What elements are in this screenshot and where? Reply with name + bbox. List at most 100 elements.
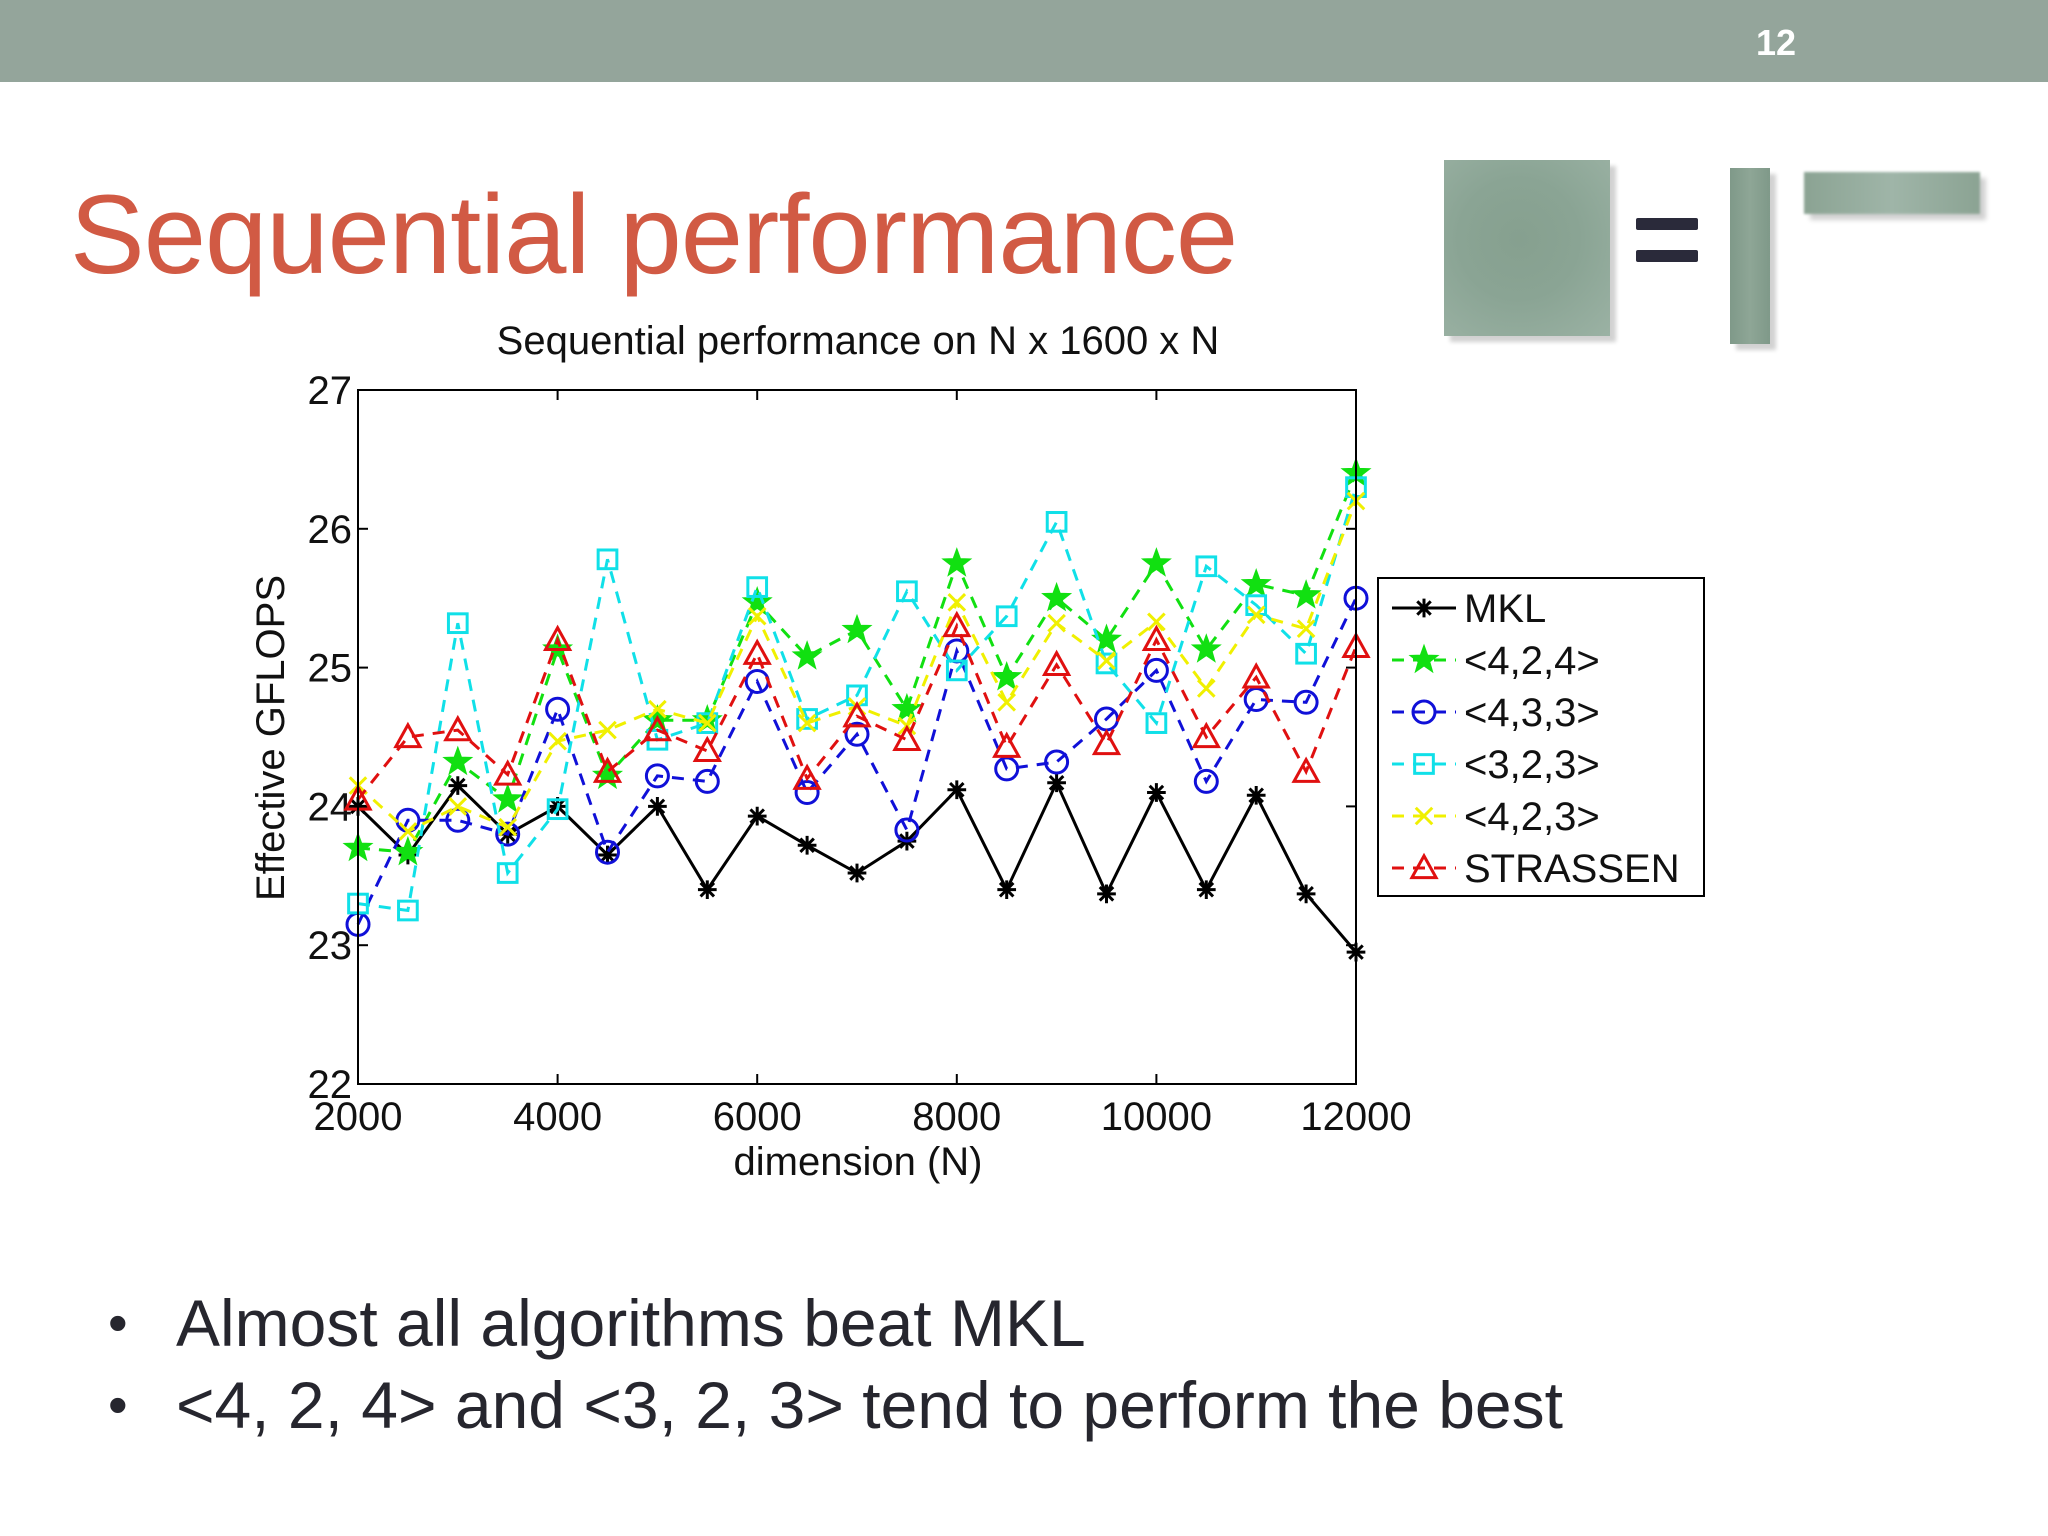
data-point <box>1145 712 1168 734</box>
series-1 <box>342 456 1372 866</box>
legend-marker <box>1413 753 1435 775</box>
legend-label: <3,2,3> <box>1464 743 1600 787</box>
legend-label: <4,2,4> <box>1464 639 1600 683</box>
data-point <box>747 806 767 826</box>
data-point <box>842 700 872 728</box>
data-point <box>1293 689 1319 715</box>
data-point <box>841 613 873 644</box>
data-point <box>747 606 767 626</box>
data-point <box>592 756 623 783</box>
legend-marker <box>1409 852 1439 880</box>
x-tick-label: 6000 <box>713 1095 802 1139</box>
y-tick-label: 24 <box>308 785 353 829</box>
legend-entry: STRASSEN <box>1392 847 1680 891</box>
data-point <box>697 713 717 733</box>
data-point <box>1047 613 1066 633</box>
data-point <box>492 783 524 813</box>
data-point <box>1047 773 1066 793</box>
data-point <box>991 661 1023 691</box>
data-point <box>595 839 620 865</box>
data-point <box>945 659 968 682</box>
data-point <box>1141 624 1172 652</box>
data-point <box>1196 679 1216 698</box>
x-tick-label: 10000 <box>1101 1095 1212 1139</box>
data-point <box>941 547 973 577</box>
data-point <box>1041 649 1072 677</box>
y-axis-label: Effective GFLOPS <box>249 575 293 901</box>
series-line <box>356 622 1358 801</box>
data-point <box>696 712 719 734</box>
data-point <box>648 797 667 816</box>
data-point <box>1241 662 1271 689</box>
data-point <box>648 699 667 719</box>
data-point <box>947 593 967 612</box>
data-point <box>1240 568 1272 598</box>
data-point <box>1290 579 1322 609</box>
series-0 <box>348 773 1366 962</box>
data-point <box>694 768 720 794</box>
data-point <box>1291 756 1321 783</box>
matrix-square-graphic <box>1444 160 1610 336</box>
performance-chart: Sequential performance on N x 1600 x N d… <box>249 319 1705 1184</box>
data-point <box>1044 749 1070 775</box>
matrix-tall-graphic <box>1730 168 1770 344</box>
data-point <box>448 776 468 795</box>
data-point <box>797 713 817 733</box>
equals-sign-bottom-bar <box>1636 250 1698 262</box>
data-point <box>1191 721 1221 749</box>
legend-marker <box>1411 699 1437 725</box>
chart-title: Sequential performance on N x 1600 x N <box>497 319 1220 363</box>
data-point <box>1143 657 1169 683</box>
y-tick-label: 25 <box>308 647 353 691</box>
legend-box <box>1377 577 1705 897</box>
data-point <box>997 692 1017 712</box>
data-point <box>1196 880 1216 900</box>
slide-number: 12 <box>1755 22 1796 63</box>
legend-entry: <4,3,3> <box>1392 691 1600 735</box>
data-point <box>398 822 418 841</box>
series-line <box>357 486 1358 913</box>
x-axis-label: dimension (N) <box>734 1140 983 1184</box>
legend-label: <4,3,3> <box>1464 691 1600 735</box>
series-line <box>356 597 1358 926</box>
matrix-multiplication-graphic <box>1430 150 2030 370</box>
legend-label: MKL <box>1464 587 1546 631</box>
data-point <box>598 845 617 865</box>
data-point <box>942 610 972 638</box>
bullet-list: Almost all algorithms beat MKL <4, 2, 4>… <box>100 1282 1563 1446</box>
legend-marker <box>1414 598 1434 618</box>
series-5 <box>343 610 1371 811</box>
data-point <box>1193 768 1219 794</box>
y-tick-label: 27 <box>308 369 353 413</box>
data-point <box>1091 728 1122 756</box>
data-point <box>992 731 1022 758</box>
data-point <box>892 724 922 751</box>
data-point <box>397 899 419 922</box>
legend-entry: <3,2,3> <box>1392 743 1600 787</box>
data-point <box>1296 619 1316 639</box>
data-point <box>642 714 673 742</box>
data-point <box>896 580 918 603</box>
data-point <box>1295 642 1317 665</box>
data-point <box>994 756 1020 782</box>
data-point <box>791 640 823 670</box>
data-point <box>443 714 473 742</box>
data-point <box>947 780 967 800</box>
y-tick-label: 26 <box>308 508 353 552</box>
legend-marker <box>1408 643 1440 674</box>
x-tick-label: 2000 <box>314 1095 403 1139</box>
data-point <box>847 863 867 883</box>
data-point <box>1140 547 1172 577</box>
axis-ticks: 2000 4000 6000 8000 10000 12000 22 23 24 25 26 27 <box>308 369 1412 1139</box>
x-tick-label: 12000 <box>1300 1095 1411 1139</box>
slide-title: Sequential performance <box>70 172 1238 297</box>
bullet-item: Almost all algorithms beat MKL <box>100 1282 1563 1364</box>
data-point <box>844 721 870 747</box>
legend-label: STRASSEN <box>1464 847 1680 891</box>
data-point <box>1246 785 1266 805</box>
data-point <box>1041 581 1073 612</box>
data-point <box>1190 633 1222 663</box>
data-point <box>794 780 820 806</box>
y-tick-label: 23 <box>308 924 353 968</box>
data-point <box>596 548 619 571</box>
